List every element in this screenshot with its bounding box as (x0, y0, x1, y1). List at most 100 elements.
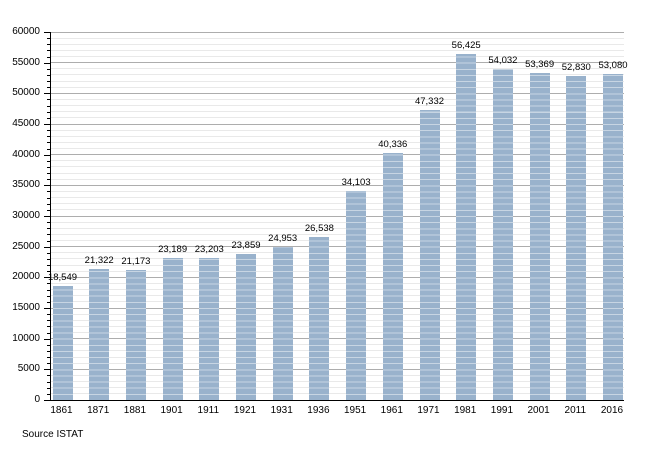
x-axis-label: 1936 (307, 405, 330, 416)
gridline-minor (51, 190, 624, 192)
y-axis-major-tick (44, 338, 50, 340)
bar-value-label: 23,859 (231, 239, 261, 251)
x-axis-label: 1961 (380, 405, 403, 416)
y-axis-major-tick (44, 369, 50, 371)
y-axis-minor-tick (47, 117, 50, 119)
y-axis-minor-tick (47, 332, 50, 334)
y-axis-label: 20000 (12, 271, 40, 283)
y-axis-major-tick (44, 400, 50, 401)
bar-value-label: 21,322 (84, 255, 114, 267)
y-axis-minor-tick (47, 166, 50, 168)
gridline-minor (51, 129, 624, 131)
bar-value-label: 53,369 (525, 58, 555, 70)
bar-value-label: 23,189 (158, 243, 188, 255)
gridline-minor (51, 319, 624, 321)
x-axis-label: 1991 (490, 405, 514, 416)
gridline-minor (51, 37, 624, 39)
x-axis-label: 2011 (564, 405, 587, 416)
y-axis-minor-tick (47, 295, 50, 297)
y-axis-minor-tick (47, 81, 50, 83)
y-axis-minor-tick (47, 265, 50, 267)
bar-1881 (125, 270, 146, 400)
y-axis-major-tick (44, 308, 50, 309)
gridline-minor (51, 111, 624, 113)
y-axis-minor-tick (47, 314, 50, 316)
gridline-minor (51, 221, 624, 223)
x-axis-label: 2001 (527, 405, 550, 416)
x-axis-label: 1871 (87, 405, 110, 416)
y-axis-label: 55000 (12, 56, 40, 68)
x-axis-label: 1971 (417, 405, 440, 416)
y-axis-label: 15000 (12, 302, 40, 313)
y-axis-minor-tick (47, 320, 50, 322)
gridline-minor (51, 295, 624, 297)
y-axis-minor-tick (47, 240, 50, 242)
gridline-minor (51, 117, 624, 119)
bar-1951 (346, 190, 367, 400)
y-axis-minor-tick (47, 50, 50, 52)
bar-1861 (52, 286, 73, 400)
gridline-minor (51, 240, 624, 242)
gridline-minor (51, 98, 624, 100)
gridline-minor (51, 289, 624, 291)
y-axis-minor-tick (47, 344, 50, 346)
y-axis-label: 5000 (17, 363, 40, 375)
gridline-minor (51, 166, 624, 168)
bar-value-label: 26,538 (304, 223, 334, 235)
y-axis-major-tick (44, 93, 50, 95)
bar-value-label: 34,103 (341, 176, 371, 188)
y-axis-minor-tick (47, 105, 50, 107)
y-axis-minor-tick (47, 222, 50, 224)
y-axis-minor-tick (47, 111, 50, 113)
bar-1936 (309, 237, 330, 400)
bar-value-label: 53,080 (598, 60, 628, 72)
gridline-major (51, 62, 624, 64)
y-axis-major-tick (44, 62, 50, 64)
y-axis-major-tick (44, 154, 50, 156)
source-note: Source ISTAT (22, 429, 84, 440)
y-axis-minor-tick (47, 74, 50, 76)
gridline-minor (51, 203, 624, 205)
gridline-major (51, 246, 624, 248)
gridline-minor (51, 252, 624, 254)
y-axis-label: 30000 (12, 210, 40, 221)
y-axis-minor-tick (47, 289, 50, 291)
y-axis-major-tick (44, 277, 50, 279)
y-axis-minor-tick (47, 130, 50, 132)
gridline-minor (51, 362, 624, 364)
gridline-minor (51, 160, 624, 162)
bar-1961 (382, 152, 403, 400)
y-axis-minor-tick (47, 363, 50, 365)
y-axis-minor-tick (47, 87, 50, 89)
x-axis-label: 1901 (160, 405, 183, 416)
bar-value-label: 40,336 (378, 138, 408, 150)
gridline-minor (51, 141, 624, 143)
gridline-minor (51, 381, 624, 383)
gridline-minor (51, 233, 624, 235)
y-axis-minor-tick (47, 203, 50, 205)
y-axis-minor-tick (47, 99, 50, 101)
bar-value-label: 47,332 (414, 95, 445, 107)
y-axis-minor-tick (47, 148, 50, 150)
gridline-minor (51, 209, 624, 211)
bar-value-label: 21,173 (121, 256, 151, 268)
y-axis-label: 40000 (12, 148, 40, 160)
bar-1871 (89, 269, 110, 400)
x-axis-label: 1931 (270, 405, 293, 416)
y-axis-minor-tick (47, 56, 50, 58)
y-axis-minor-tick (47, 283, 50, 285)
bar-1991 (492, 68, 513, 400)
y-axis-minor-tick (47, 136, 50, 138)
gridline-major (51, 92, 624, 94)
y-axis-minor-tick (47, 271, 50, 273)
gridline-minor (51, 393, 624, 395)
bar-2011 (566, 75, 587, 400)
x-axis-label: 1951 (343, 405, 367, 416)
gridline-minor (51, 282, 624, 284)
gridline-major (51, 276, 624, 278)
bar-2001 (529, 72, 550, 400)
gridline-minor (51, 86, 624, 88)
y-axis-major-tick (44, 185, 50, 187)
y-axis-major-tick (44, 246, 50, 248)
bar-value-label: 18,549 (47, 272, 78, 284)
